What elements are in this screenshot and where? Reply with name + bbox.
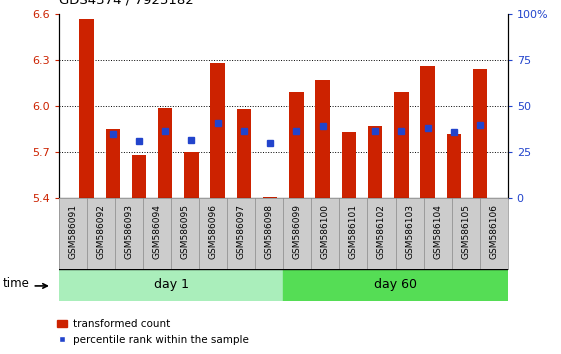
Bar: [420, 66, 435, 198]
Text: time: time: [3, 277, 30, 290]
Text: day 60: day 60: [374, 279, 417, 291]
Text: GSM586099: GSM586099: [293, 204, 302, 259]
Text: GDS4374 / 7925182: GDS4374 / 7925182: [59, 0, 194, 7]
Bar: [79, 19, 94, 198]
Text: GSM586098: GSM586098: [265, 204, 274, 259]
Bar: [210, 63, 225, 198]
Text: GSM586103: GSM586103: [405, 204, 414, 259]
Bar: [105, 129, 120, 198]
Bar: [184, 152, 199, 198]
Text: GSM586101: GSM586101: [349, 204, 358, 259]
Bar: [158, 108, 172, 198]
Bar: [263, 197, 277, 198]
Text: GSM586096: GSM586096: [209, 204, 218, 259]
Text: GSM586097: GSM586097: [237, 204, 246, 259]
Bar: [237, 109, 251, 198]
FancyBboxPatch shape: [283, 269, 508, 301]
Bar: [447, 134, 461, 198]
Text: GSM586102: GSM586102: [377, 204, 386, 259]
Legend: transformed count, percentile rank within the sample: transformed count, percentile rank withi…: [53, 315, 252, 349]
Bar: [342, 132, 356, 198]
Bar: [289, 92, 304, 198]
Text: GSM586092: GSM586092: [96, 204, 105, 259]
Bar: [315, 80, 330, 198]
FancyBboxPatch shape: [59, 269, 283, 301]
Bar: [368, 126, 383, 198]
Text: GSM586100: GSM586100: [321, 204, 330, 259]
Bar: [132, 155, 146, 198]
Bar: [473, 69, 488, 198]
Text: GSM586091: GSM586091: [68, 204, 77, 259]
Text: GSM586106: GSM586106: [489, 204, 498, 259]
Text: GSM586094: GSM586094: [153, 204, 162, 259]
Text: GSM586105: GSM586105: [461, 204, 470, 259]
Text: GSM586104: GSM586104: [433, 204, 442, 259]
Text: GSM586093: GSM586093: [125, 204, 134, 259]
Text: GSM586095: GSM586095: [181, 204, 190, 259]
Bar: [394, 92, 408, 198]
Text: day 1: day 1: [154, 279, 188, 291]
